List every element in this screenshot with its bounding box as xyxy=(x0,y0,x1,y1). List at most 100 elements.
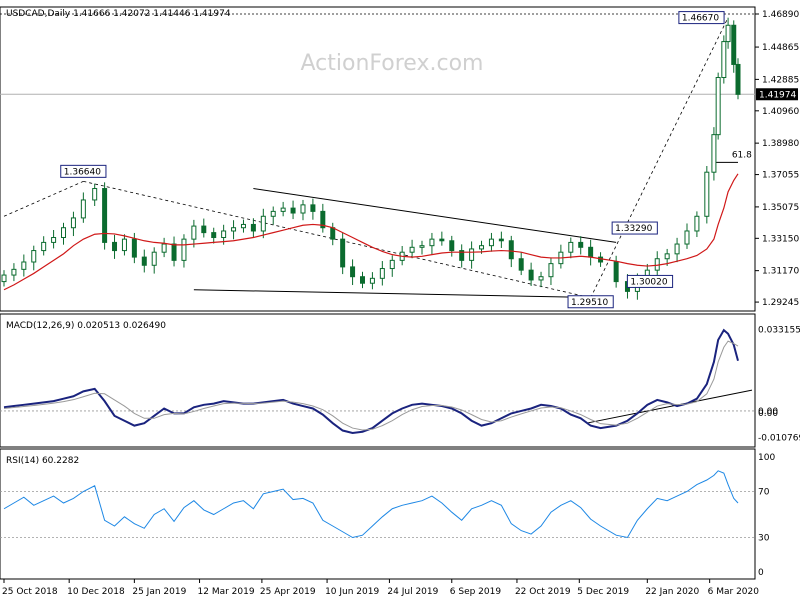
price-tick-label: 1.46890 xyxy=(762,10,799,20)
candle-body xyxy=(538,276,544,281)
candle-body xyxy=(409,246,415,253)
rsi-tick-label: 30 xyxy=(758,534,770,544)
candle-body xyxy=(131,238,137,258)
trendline-rise-2018 xyxy=(3,180,84,217)
candle-body xyxy=(429,238,435,247)
candle-body xyxy=(250,223,256,232)
candle-body xyxy=(664,253,670,260)
candle-body xyxy=(171,243,177,261)
current-price-tag: 1.41974 xyxy=(756,88,798,101)
candle-body xyxy=(568,241,574,253)
trendlines xyxy=(3,17,738,299)
candle-body xyxy=(725,24,731,43)
x-tick-label: 12 Mar 2019 xyxy=(198,587,255,597)
candle-body xyxy=(240,223,246,229)
candle-body xyxy=(379,268,385,279)
candle-body xyxy=(280,207,286,212)
moving-average xyxy=(3,173,739,291)
price-label-box xyxy=(626,274,674,288)
price-tick-label: 1.35075 xyxy=(762,203,799,213)
candle-body xyxy=(350,266,356,278)
x-tick-label: 25 Jan 2019 xyxy=(132,587,186,597)
candle-body xyxy=(1,274,7,283)
candle-body xyxy=(310,204,316,212)
candle-body xyxy=(694,215,700,232)
candle-body xyxy=(330,227,336,240)
current-price-tag-text: 1.41974 xyxy=(759,90,796,100)
price-tick-label: 1.37055 xyxy=(762,171,799,181)
price-tick-label: 1.42885 xyxy=(762,75,799,85)
price-tick-label: 1.40960 xyxy=(762,107,799,117)
candle-body xyxy=(518,258,524,271)
x-tick-label: 25 Apr 2019 xyxy=(260,587,316,597)
candle-body xyxy=(151,251,157,266)
rsi-header: RSI(14) 60.2282 xyxy=(6,456,79,466)
candle-body xyxy=(369,277,375,284)
candle-body xyxy=(439,238,445,242)
candle-body xyxy=(735,63,741,95)
candle-body xyxy=(449,240,455,252)
candle-body xyxy=(674,243,680,255)
macd-line xyxy=(3,328,739,434)
price-panel: ActionForex.com USDCAD,Daily 1.41666 1.4… xyxy=(0,6,799,312)
candle-body xyxy=(191,225,197,240)
trendline-fall-2019 xyxy=(83,180,591,299)
candle-body xyxy=(419,245,425,248)
macd-header: MACD(12,26,9) 0.020513 0.026490 xyxy=(6,321,166,331)
price-label: 1.30020 xyxy=(630,277,667,287)
fib-label: 61.8 xyxy=(732,150,752,160)
candle-body xyxy=(715,77,721,136)
candle-body xyxy=(528,269,534,281)
macd-tick-label: -0.010769 xyxy=(758,433,800,443)
x-tick-label: 6 Mar 2020 xyxy=(708,587,760,597)
candle-body xyxy=(211,232,217,239)
rsi-line xyxy=(3,470,739,539)
candles xyxy=(1,17,741,300)
moving-average-line xyxy=(3,173,739,291)
candle-body xyxy=(102,188,108,243)
candle-body xyxy=(270,210,276,217)
rsi-tick-label: 100 xyxy=(758,453,775,463)
price-tick-label: 1.33150 xyxy=(762,234,799,244)
candle-body xyxy=(80,199,86,219)
candle-body xyxy=(92,188,98,201)
x-tick-label: 10 Jun 2019 xyxy=(325,587,379,597)
candle-body xyxy=(231,227,237,232)
x-axis: 25 Oct 2018 10 Dec 2018 25 Jan 2019 12 Mar … xyxy=(2,579,759,597)
price-label: 1.46670 xyxy=(682,14,719,24)
candle-body xyxy=(51,237,57,243)
price-annotations: 1.36640 1.46670 1.33290 1.30020 1.29510 61.8 xyxy=(60,11,752,309)
price-tick-label: 1.29245 xyxy=(762,298,799,308)
price-label-box xyxy=(567,295,614,309)
candle-body xyxy=(479,245,485,250)
price-axis: 1.46890 1.44865 1.42885 1.40960 1.38980 1.370… xyxy=(755,10,799,308)
x-tick-label: 5 Dec 2019 xyxy=(577,587,629,597)
candle-body xyxy=(112,241,118,252)
trendline-rally-2020 xyxy=(590,17,729,298)
candle-body xyxy=(11,268,17,276)
macd-tick-label: 0.00 xyxy=(758,409,778,419)
signal-line xyxy=(3,340,739,431)
rsi-lines xyxy=(3,470,739,539)
rsi-tick-label: 0 xyxy=(758,568,764,578)
channel-upper-line xyxy=(253,188,617,243)
candle-body xyxy=(320,210,326,229)
candle-body xyxy=(578,241,584,248)
watermark: ActionForex.com xyxy=(301,51,484,76)
macd-lines xyxy=(3,328,753,434)
candle-body xyxy=(459,250,465,261)
candle-body xyxy=(221,230,227,239)
candle-body xyxy=(181,238,187,261)
candle-body xyxy=(61,227,67,239)
candle-body xyxy=(141,256,147,266)
rsi-panel: RSI(14) 60.2282 100 70 30 0 xyxy=(0,448,775,580)
x-tick-label: 6 Sep 2019 xyxy=(450,587,502,597)
candle-body xyxy=(31,250,37,263)
candle-body xyxy=(340,238,346,268)
candle-body xyxy=(488,238,494,247)
price-label: 1.29510 xyxy=(571,298,608,308)
candle-body xyxy=(704,171,710,217)
channel-lower-line xyxy=(193,289,607,299)
